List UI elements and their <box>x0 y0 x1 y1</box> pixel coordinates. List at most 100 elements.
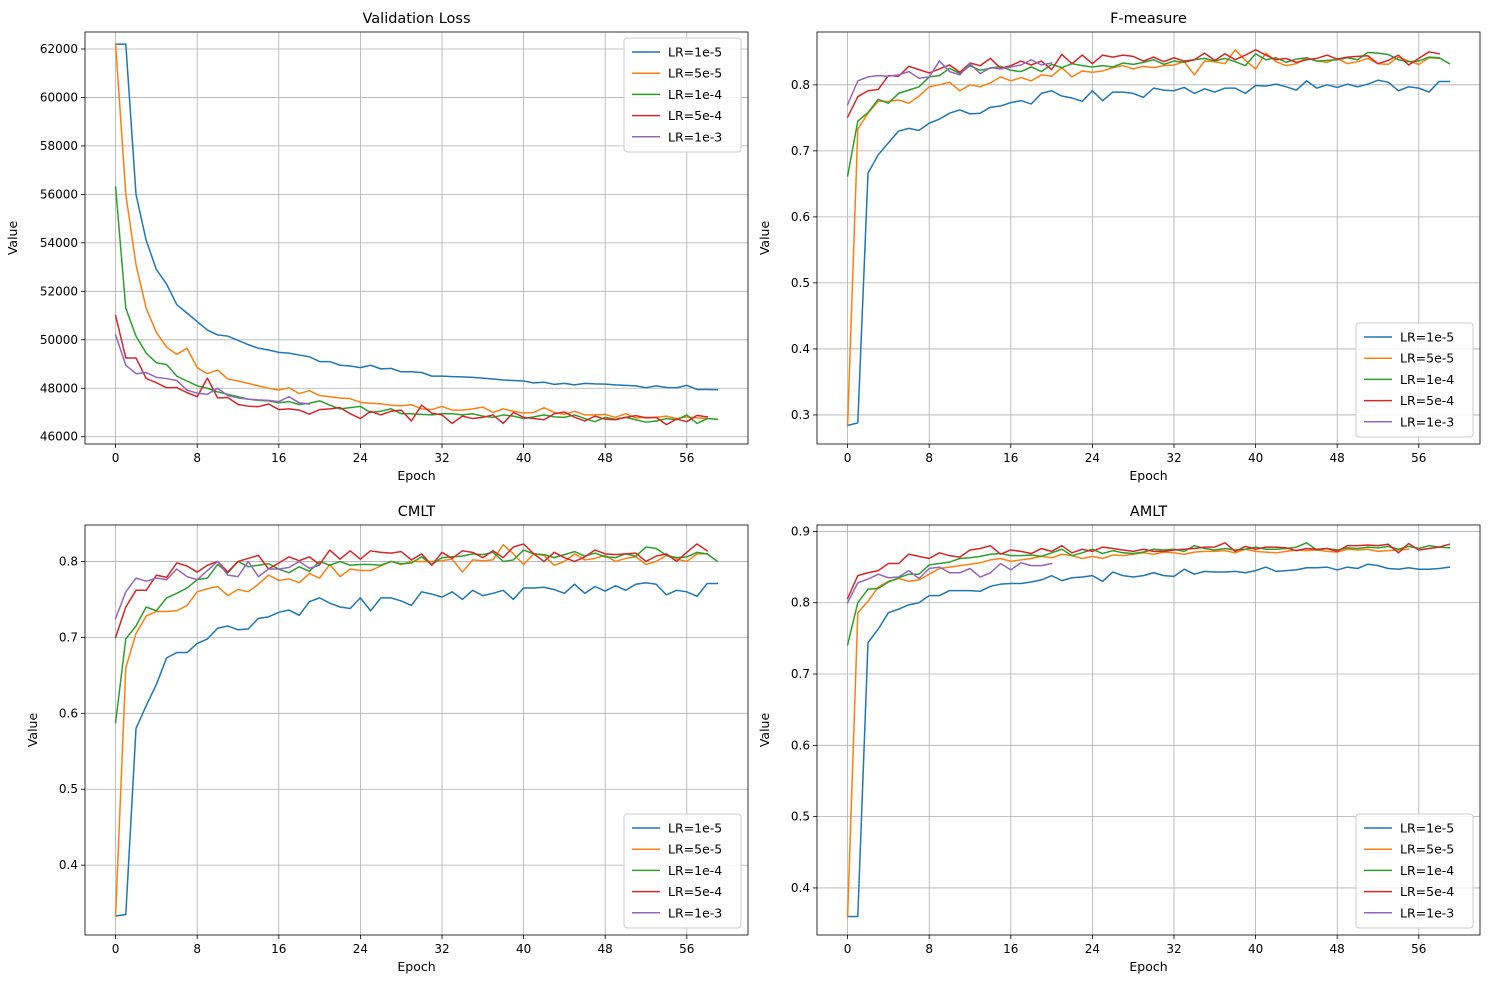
legend: LR=1e-5 LR=5e-5 LR=1e-4 LR=5e-4 LR=1e-3 <box>1356 814 1473 928</box>
x-tick-label: 48 <box>598 451 613 465</box>
legend: LR=1e-5 LR=5e-5 LR=1e-4 LR=5e-4 LR=1e-3 <box>624 38 741 152</box>
y-tick-label: 0.8 <box>59 554 78 568</box>
chart-title: Validation Loss <box>362 11 470 27</box>
x-tick-label: 24 <box>1085 942 1100 956</box>
y-tick-label: 0.6 <box>791 738 810 752</box>
y-axis-label: Value <box>5 221 20 256</box>
legend-label: LR=1e-5 <box>668 45 722 60</box>
y-tick-label: 0.3 <box>791 408 810 422</box>
legend-label: LR=5e-4 <box>1400 393 1454 408</box>
x-tick-label: 56 <box>1411 451 1426 465</box>
x-tick-label: 16 <box>271 451 286 465</box>
legend-label: LR=1e-4 <box>668 87 722 102</box>
legend-label: LR=1e-5 <box>668 821 722 836</box>
y-tick-label: 46000 <box>40 430 78 444</box>
chart-title: CMLT <box>398 504 436 520</box>
series-line-2 <box>848 543 1450 645</box>
legend-label: LR=1e-3 <box>668 129 722 144</box>
y-axis-label: Value <box>757 221 772 256</box>
legend-label: LR=5e-5 <box>1400 842 1454 857</box>
x-tick-label: 32 <box>1166 451 1181 465</box>
x-tick-label: 24 <box>1085 451 1100 465</box>
x-tick-label: 8 <box>925 451 933 465</box>
x-tick-label: 8 <box>193 451 201 465</box>
chart-panel-3: 0 8 16 24 32 40 48 56 0.4 0.5 0.6 0.7 0.8 0.9 AMLT Epoc… <box>757 504 1480 974</box>
series-line-2 <box>116 547 718 722</box>
legend-label: LR=1e-4 <box>1400 863 1454 878</box>
x-tick-label: 16 <box>1003 451 1018 465</box>
series-line-3 <box>116 316 708 425</box>
series-line-1 <box>116 545 708 916</box>
x-tick-label: 0 <box>112 451 120 465</box>
series-line-1 <box>848 549 1409 916</box>
legend: LR=1e-5 LR=5e-5 LR=1e-4 LR=5e-4 LR=1e-3 <box>624 814 741 928</box>
legend-label: LR=5e-4 <box>668 884 722 899</box>
y-tick-label: 0.6 <box>59 706 78 720</box>
legend-label: LR=1e-5 <box>1400 330 1454 345</box>
y-tick-label: 0.5 <box>791 276 810 290</box>
x-tick-label: 40 <box>516 451 531 465</box>
x-axis-label: Epoch <box>397 468 435 483</box>
chart-panel-0: 0 8 16 24 32 40 48 5646000480005000052000540005… <box>5 11 748 483</box>
x-tick-label: 0 <box>844 942 852 956</box>
legend-label: LR=5e-5 <box>1400 351 1454 366</box>
series-line-3 <box>848 50 1440 117</box>
y-axis-label: Value <box>25 713 40 748</box>
x-tick-label: 0 <box>844 451 852 465</box>
x-tick-label: 48 <box>1330 451 1345 465</box>
y-tick-label: 0.5 <box>59 782 78 796</box>
y-tick-label: 58000 <box>40 139 78 153</box>
y-axis-label: Value <box>757 713 772 748</box>
chart-title: AMLT <box>1130 504 1168 520</box>
y-tick-label: 62000 <box>40 42 78 56</box>
legend-label: LR=1e-3 <box>1400 414 1454 429</box>
x-tick-label: 48 <box>598 942 613 956</box>
x-tick-label: 56 <box>1411 942 1426 956</box>
x-tick-label: 40 <box>1248 451 1263 465</box>
x-tick-label: 32 <box>434 942 449 956</box>
y-tick-label: 0.9 <box>791 524 810 538</box>
legend-label: LR=1e-3 <box>668 905 722 920</box>
y-tick-label: 0.7 <box>59 630 78 644</box>
series-line-4 <box>116 335 310 404</box>
legend-label: LR=1e-4 <box>1400 372 1454 387</box>
x-tick-label: 48 <box>1330 942 1345 956</box>
x-tick-label: 40 <box>516 942 531 956</box>
x-tick-label: 56 <box>679 942 694 956</box>
x-tick-label: 8 <box>193 942 201 956</box>
y-tick-label: 0.4 <box>791 342 810 356</box>
chart-title: F-measure <box>1110 11 1187 27</box>
y-tick-label: 50000 <box>40 333 78 347</box>
y-tick-label: 54000 <box>40 236 78 250</box>
x-axis-label: Epoch <box>397 959 435 974</box>
x-tick-label: 40 <box>1248 942 1263 956</box>
legend-label: LR=5e-5 <box>668 842 722 857</box>
y-tick-label: 0.4 <box>59 858 78 872</box>
legend-label: LR=1e-4 <box>668 863 722 878</box>
x-tick-label: 56 <box>679 451 694 465</box>
x-tick-label: 24 <box>353 451 368 465</box>
series-line-3 <box>116 544 708 637</box>
y-tick-label: 0.6 <box>791 210 810 224</box>
legend-label: LR=1e-5 <box>1400 821 1454 836</box>
legend-label: LR=5e-4 <box>1400 884 1454 899</box>
y-tick-label: 0.8 <box>791 596 810 610</box>
legend-label: LR=5e-5 <box>668 66 722 81</box>
series-line-1 <box>848 50 1440 425</box>
y-tick-label: 48000 <box>40 381 78 395</box>
series-line-1 <box>116 44 708 418</box>
y-tick-label: 0.4 <box>791 881 810 895</box>
legend: LR=1e-5 LR=5e-5 LR=1e-4 LR=5e-4 LR=1e-3 <box>1356 323 1473 437</box>
x-tick-label: 32 <box>1166 942 1181 956</box>
x-tick-label: 16 <box>271 942 286 956</box>
y-tick-label: 0.8 <box>791 78 810 92</box>
legend-label: LR=1e-3 <box>1400 905 1454 920</box>
y-tick-label: 0.7 <box>791 667 810 681</box>
series-line-2 <box>848 52 1450 175</box>
y-tick-label: 60000 <box>40 90 78 104</box>
y-tick-label: 0.5 <box>791 810 810 824</box>
y-tick-label: 0.7 <box>791 144 810 158</box>
x-axis-label: Epoch <box>1129 468 1167 483</box>
chart-panel-2: 0 8 16 24 32 40 48 56 0.4 0.5 0.6 0.7 0.8 CMLT Epoch Va… <box>25 504 748 974</box>
